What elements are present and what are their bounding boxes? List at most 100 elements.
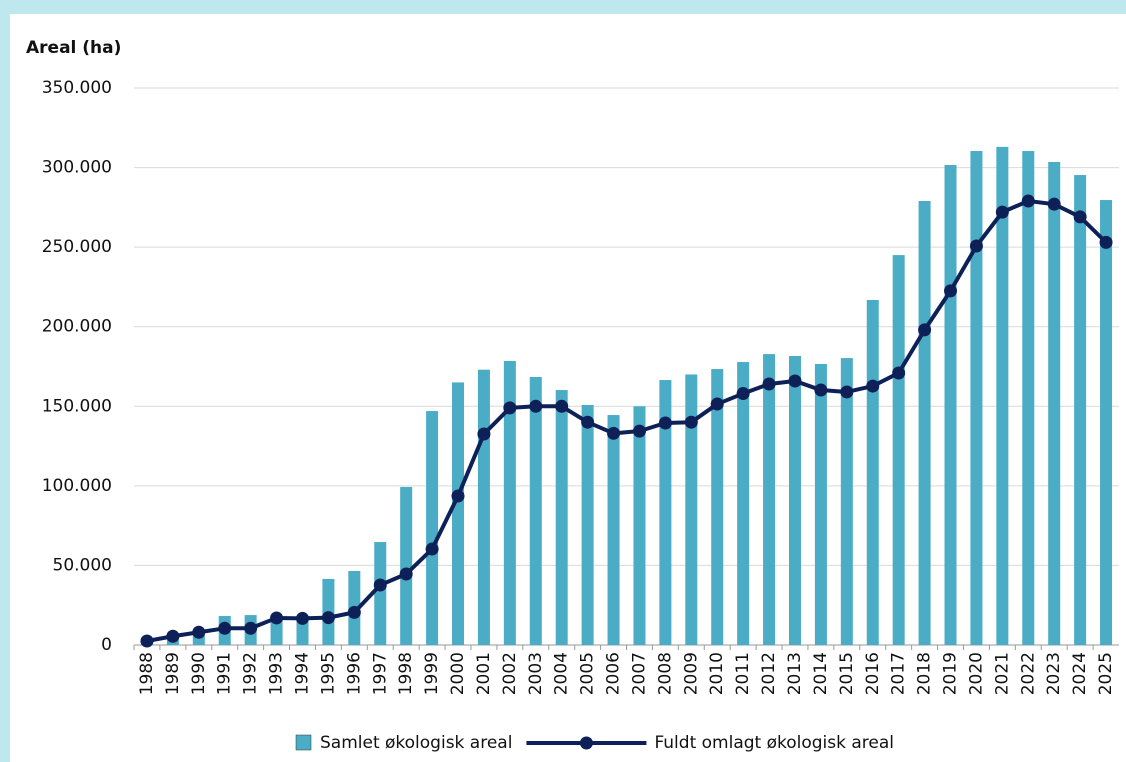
x-tick-label: 1990 xyxy=(189,652,209,695)
legend-marker xyxy=(579,736,593,750)
bar xyxy=(1048,162,1061,645)
line-point xyxy=(373,578,387,592)
bar xyxy=(529,377,542,645)
bar xyxy=(452,382,465,645)
line-point xyxy=(555,399,569,413)
x-tick-label: 2020 xyxy=(966,652,986,695)
line-point xyxy=(166,629,180,643)
line-point xyxy=(969,239,983,253)
line-point xyxy=(892,366,906,380)
bar xyxy=(1022,151,1035,645)
line-point xyxy=(632,424,646,438)
y-tick-label: 250.000 xyxy=(42,237,112,257)
x-tick-label: 2021 xyxy=(992,652,1012,695)
bar xyxy=(685,374,698,645)
x-tick-label: 2024 xyxy=(1070,652,1090,695)
bar xyxy=(555,390,568,645)
line-point xyxy=(944,284,958,298)
bar xyxy=(503,360,516,645)
line-point xyxy=(503,401,517,415)
line-point xyxy=(788,374,802,388)
bar xyxy=(1100,200,1113,646)
bar xyxy=(970,151,983,645)
x-tick-label: 1995 xyxy=(318,652,338,695)
line-point xyxy=(607,426,621,440)
x-tick-label: 2001 xyxy=(474,652,494,695)
legend-swatch xyxy=(295,734,312,751)
x-tick-label: 2016 xyxy=(863,652,883,695)
x-tick-label: 2008 xyxy=(655,652,675,695)
line-point xyxy=(995,205,1009,219)
x-tick-label: 1991 xyxy=(215,652,235,695)
line-point xyxy=(1021,194,1035,208)
bar xyxy=(426,411,439,645)
x-tick-label: 1993 xyxy=(267,652,287,695)
x-tick-label: 2012 xyxy=(759,652,779,695)
line-point xyxy=(840,385,854,399)
bar xyxy=(633,406,646,645)
bar xyxy=(659,380,672,645)
x-tick-label: 2010 xyxy=(707,652,727,695)
x-tick-label: 2018 xyxy=(915,652,935,695)
line-point xyxy=(1073,210,1087,224)
legend-label: Samlet økologisk areal xyxy=(320,733,512,753)
legend-label: Fuldt omlagt økologisk areal xyxy=(654,733,894,753)
bar xyxy=(400,486,413,645)
bar xyxy=(892,255,905,645)
bar xyxy=(918,200,931,645)
x-tick-label: 2019 xyxy=(941,652,961,695)
y-tick-label: 0 xyxy=(101,635,112,655)
x-tick-label: 2004 xyxy=(552,652,572,695)
x-tick-label: 2014 xyxy=(811,652,831,695)
x-tick-label: 2003 xyxy=(526,652,546,695)
x-tick-label: 2009 xyxy=(681,652,701,695)
bar xyxy=(840,358,853,645)
x-tick-label: 1992 xyxy=(241,652,261,695)
line-point xyxy=(1047,197,1061,211)
x-tick-label: 2007 xyxy=(629,652,649,695)
y-tick-label: 300.000 xyxy=(42,158,112,178)
y-tick-label: 100.000 xyxy=(42,476,112,496)
bar xyxy=(944,165,957,645)
y-tick-label: 200.000 xyxy=(42,317,112,337)
x-tick-label: 2013 xyxy=(785,652,805,695)
line-point xyxy=(347,605,361,619)
x-tick-label: 1998 xyxy=(396,652,416,695)
line-point xyxy=(425,542,439,556)
bar xyxy=(477,369,490,645)
line-point xyxy=(684,415,698,429)
bar xyxy=(996,146,1009,645)
line-point xyxy=(658,416,672,430)
line-point xyxy=(866,379,880,393)
x-tick-label: 1997 xyxy=(370,652,390,695)
bar xyxy=(1074,175,1087,645)
x-tick-label: 1994 xyxy=(292,652,312,695)
x-tick-label: 1988 xyxy=(137,652,157,695)
line-point xyxy=(918,323,932,337)
x-tick-label: 2025 xyxy=(1096,652,1116,695)
line-point xyxy=(140,634,154,648)
y-tick-label: 50.000 xyxy=(53,555,112,575)
y-tick-label: 350.000 xyxy=(42,78,112,98)
x-tick-label: 2015 xyxy=(837,652,857,695)
line-point xyxy=(270,611,284,625)
x-tick-label: 2000 xyxy=(448,652,468,695)
line-point xyxy=(218,621,232,635)
line-point xyxy=(295,611,309,625)
line-point xyxy=(1099,235,1113,249)
line-point xyxy=(814,383,828,397)
chart-title: Areal (ha) xyxy=(26,38,121,58)
x-tick-label: 2005 xyxy=(578,652,598,695)
x-tick-label: 2002 xyxy=(500,652,520,695)
x-tick-label: 2017 xyxy=(889,652,909,695)
bar xyxy=(296,617,309,645)
line-point xyxy=(451,489,465,503)
line-point xyxy=(321,611,335,625)
x-tick-label: 2011 xyxy=(733,652,753,695)
bar xyxy=(737,362,750,645)
bar xyxy=(607,415,620,645)
line-point xyxy=(529,399,543,413)
line-point xyxy=(762,377,776,391)
